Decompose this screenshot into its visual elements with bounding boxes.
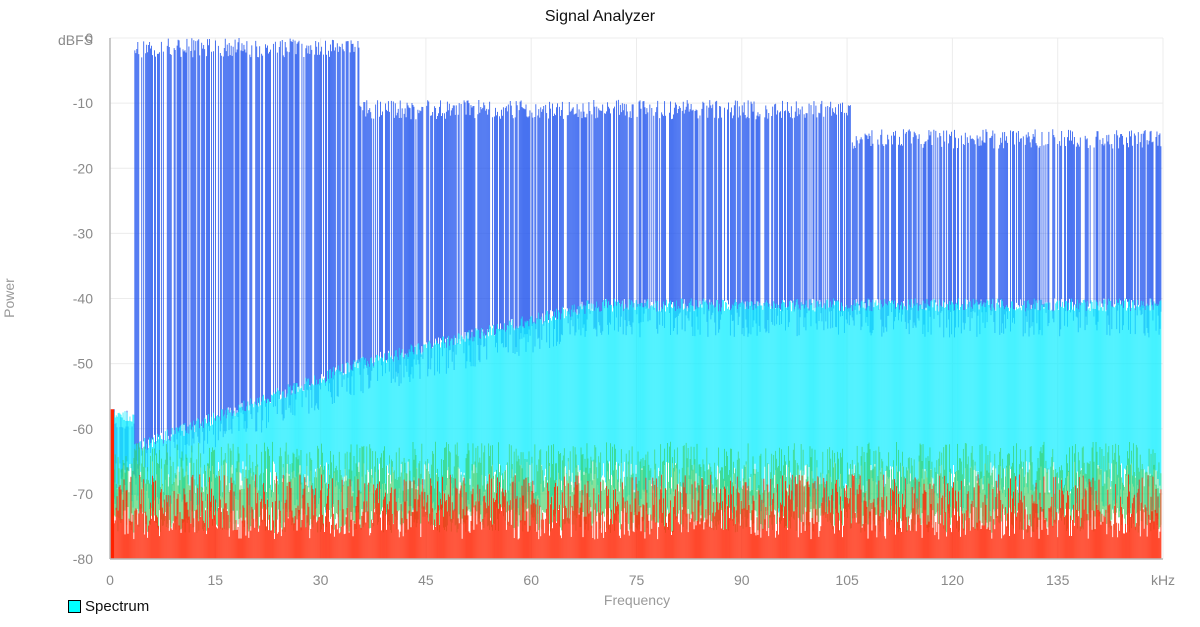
legend-swatch-spectrum[interactable] — [68, 600, 81, 613]
x-tick-label: 105 — [835, 572, 859, 588]
legend: Spectrum — [68, 598, 149, 615]
x-unit-label: kHz — [1151, 572, 1175, 588]
y-tick-label: -80 — [73, 551, 93, 567]
y-tick-labels: 0 -10 -20 -30 -40 -50 -60 -70 -80 — [73, 30, 93, 567]
plot-area — [110, 38, 1162, 559]
y-tick-label: 0 — [85, 30, 93, 46]
x-tick-label: 120 — [941, 572, 965, 588]
x-tick-label: 60 — [523, 572, 539, 588]
x-tick-label: 0 — [106, 572, 114, 588]
y-tick-label: -60 — [73, 421, 93, 437]
y-unit-label: dBFS — [58, 32, 93, 48]
x-tick-label: 45 — [418, 572, 434, 588]
y-tick-label: -40 — [73, 291, 93, 307]
x-tick-labels: 0 15 30 45 60 75 90 105 120 135 — [106, 572, 1069, 588]
x-tick-label: 30 — [313, 572, 329, 588]
y-tick-label: -50 — [73, 356, 93, 372]
chart-title: Signal Analyzer — [545, 8, 656, 25]
y-tick-label: -10 — [73, 95, 93, 111]
y-tick-label: -20 — [73, 160, 93, 176]
x-tick-label: 15 — [208, 572, 224, 588]
x-tick-label: 90 — [734, 572, 750, 588]
x-tick-label: 135 — [1046, 572, 1070, 588]
axes — [109, 38, 1163, 560]
y-tick-label: -70 — [73, 486, 93, 502]
x-axis-label: Frequency — [604, 592, 670, 608]
legend-label-spectrum[interactable]: Spectrum — [85, 598, 150, 615]
y-axis-label: Power — [1, 278, 17, 318]
y-tick-label: -30 — [73, 225, 93, 241]
x-tick-label: 75 — [629, 572, 645, 588]
